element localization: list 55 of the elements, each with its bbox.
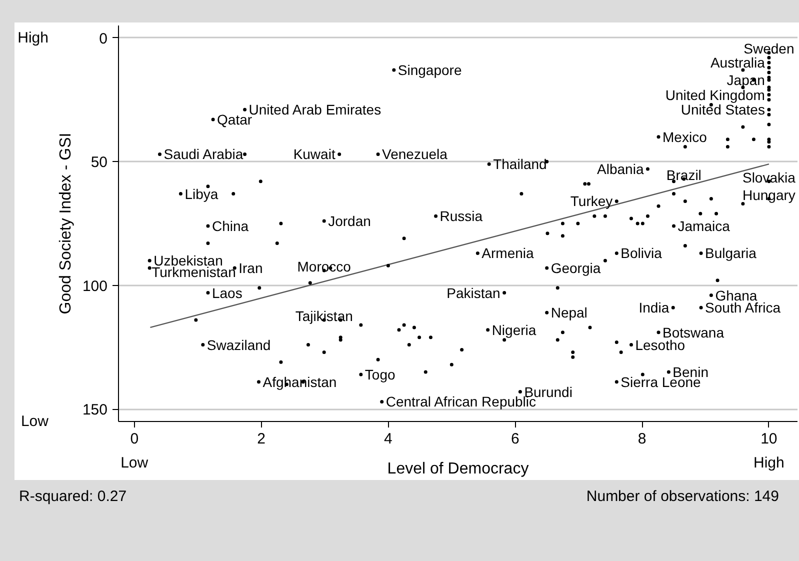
annotation: Morocco — [297, 258, 352, 275]
annotation: Nepal — [550, 304, 588, 321]
annotation: Tajikistan — [295, 308, 353, 324]
annotation: China — [212, 218, 249, 234]
annotation: Jordan — [328, 213, 371, 230]
annotation: Bolivia — [620, 245, 662, 262]
annotation: Iran — [238, 260, 263, 276]
annotation: Togo — [364, 366, 396, 382]
annotation: Sweden — [744, 40, 794, 57]
annotation: Pakistan — [446, 284, 500, 301]
text: High — [18, 29, 49, 46]
annotation: United Kingdom — [665, 86, 765, 103]
annotation: Bulgaria — [705, 245, 757, 262]
x-tick-label: 6 — [510, 430, 520, 448]
annotation: Nigeria — [492, 322, 536, 338]
annotation: Brazil — [666, 166, 702, 183]
annotation: Turkey — [570, 193, 613, 210]
text: R-squared: 0.27 — [19, 487, 127, 507]
annotation: Singapore — [398, 62, 462, 78]
annotation: Saudi Arabia — [164, 146, 244, 162]
x-axis-title: Level of Democracy — [387, 460, 529, 478]
x-tick-label: 8 — [638, 430, 646, 448]
annotation: Venezuela — [382, 146, 448, 162]
text: Low — [20, 413, 49, 430]
annotation: Albania — [597, 161, 644, 178]
text: High — [754, 454, 784, 472]
annotation: Afghanistan — [262, 374, 337, 390]
annotation: Swaziland — [206, 336, 271, 353]
annotation: Thailand — [493, 156, 547, 172]
x-tick-label: 10 — [760, 430, 778, 448]
text: Number of observations: 149 — [586, 487, 779, 507]
annotation: Australia — [710, 54, 766, 71]
y-tick-label: 0 — [99, 30, 108, 48]
annotation: United States — [680, 102, 765, 118]
y-axis-title: Good Society Index - GSI — [57, 132, 74, 314]
y-tick-label: 50 — [90, 154, 108, 172]
y-tick-label: 150 — [82, 402, 108, 419]
x-tick-label: 0 — [130, 430, 139, 448]
annotation: Jamaica — [678, 218, 730, 234]
annotation: Japan — [726, 72, 765, 88]
annotation: Georgia — [550, 260, 601, 276]
x-tick-label: 4 — [384, 430, 392, 448]
x-tick-label: 2 — [257, 430, 266, 448]
annotation: Slovakia — [742, 169, 796, 186]
annotation: Armenia — [482, 245, 534, 262]
annotation: Russia — [440, 208, 483, 224]
text: Low — [120, 454, 148, 472]
annotation: Kuwait — [293, 146, 336, 162]
annotation: Libya — [184, 186, 218, 202]
annotation: Laos — [212, 284, 242, 301]
annotation: United Arab Emirates — [248, 102, 382, 118]
y-tick-label: 100 — [82, 278, 108, 295]
annotation: Mexico — [662, 128, 708, 145]
annotation: Hungary — [742, 186, 796, 203]
annotation: India — [638, 300, 670, 316]
